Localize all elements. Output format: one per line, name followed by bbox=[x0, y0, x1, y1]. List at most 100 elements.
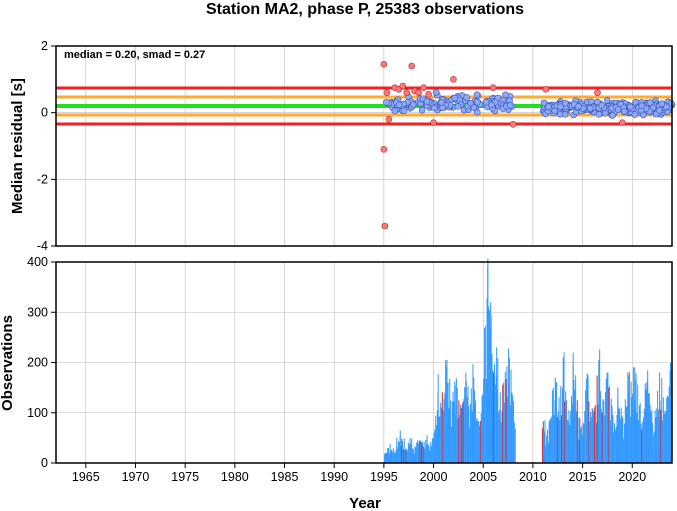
observation-bar bbox=[543, 431, 545, 463]
observation-bar bbox=[610, 398, 612, 463]
residual-point bbox=[595, 110, 603, 118]
observation-peak-bar bbox=[418, 440, 420, 463]
residual-outlier-point bbox=[403, 89, 411, 96]
year-x-ticks: 1965 1970 1975 1980 1985 1990 1995 2000 2005 2010… bbox=[72, 463, 646, 484]
observation-bar bbox=[506, 366, 508, 463]
observation-bar bbox=[453, 401, 455, 463]
observation-bar bbox=[511, 392, 513, 463]
observation-bar bbox=[392, 452, 394, 463]
observation-peak-bar bbox=[446, 359, 448, 463]
observation-bar bbox=[596, 375, 598, 463]
residual-outlier-point bbox=[399, 82, 407, 90]
residual-point bbox=[562, 99, 569, 107]
observation-bar bbox=[428, 446, 430, 463]
observation-bar bbox=[553, 415, 555, 463]
observation-peak-bar bbox=[503, 382, 505, 463]
observation-bar bbox=[580, 428, 582, 463]
observation-bar bbox=[427, 443, 429, 463]
observation-bar bbox=[662, 420, 664, 463]
observation-bar bbox=[609, 386, 611, 463]
observation-bar bbox=[435, 415, 437, 463]
observations-y-tick-label: 400 bbox=[27, 255, 48, 269]
observation-bar bbox=[621, 415, 623, 463]
observation-peak-bar bbox=[508, 348, 510, 463]
observation-bar bbox=[400, 446, 402, 463]
observation-bar bbox=[483, 378, 485, 463]
observation-bar bbox=[650, 412, 652, 463]
observation-bar bbox=[600, 408, 602, 463]
observation-bar bbox=[642, 421, 644, 463]
observation-bar bbox=[559, 419, 561, 463]
observation-peak-bar bbox=[554, 377, 556, 463]
residual-point bbox=[423, 98, 431, 105]
observation-bar bbox=[429, 450, 431, 463]
observation-bar bbox=[464, 386, 466, 463]
residual-point bbox=[395, 101, 403, 109]
observation-bar bbox=[605, 378, 607, 463]
observation-bar bbox=[402, 441, 404, 463]
observation-bar bbox=[566, 400, 568, 463]
observation-bar bbox=[623, 423, 625, 463]
residual-outlier-point bbox=[450, 76, 457, 83]
observation-bar bbox=[601, 412, 603, 463]
observation-bar bbox=[488, 306, 490, 463]
observation-bar bbox=[395, 450, 397, 463]
observation-bar bbox=[651, 409, 653, 463]
observation-bar bbox=[419, 441, 421, 463]
observation-bar bbox=[643, 416, 645, 463]
observation-peak-bar bbox=[562, 357, 564, 463]
observation-bar bbox=[421, 442, 423, 463]
observation-bar bbox=[471, 411, 473, 463]
observation-bar bbox=[665, 411, 667, 463]
observation-bar bbox=[577, 417, 579, 463]
observations-y-ticks: 0 100 200 300 400 bbox=[27, 255, 56, 470]
observation-bar bbox=[493, 364, 495, 463]
observation-bar bbox=[583, 423, 585, 463]
observation-peak-bar bbox=[659, 372, 661, 463]
observation-peak-bar bbox=[598, 362, 600, 463]
observation-bar bbox=[385, 452, 387, 463]
observation-bar bbox=[616, 414, 618, 463]
observation-bar bbox=[661, 378, 663, 463]
observation-bar bbox=[657, 409, 659, 463]
observation-bar bbox=[468, 406, 470, 463]
observation-peak-bar bbox=[513, 457, 515, 463]
observation-bar bbox=[460, 404, 462, 463]
observation-bar bbox=[447, 382, 449, 463]
year-tick-label: 1975 bbox=[171, 470, 199, 484]
observation-bar bbox=[452, 391, 454, 463]
observation-bar bbox=[492, 370, 494, 463]
observation-bar bbox=[652, 435, 654, 463]
year-tick-label: 1970 bbox=[122, 470, 150, 484]
observation-bar bbox=[450, 400, 452, 463]
observation-bar bbox=[662, 397, 664, 463]
observation-bar bbox=[391, 449, 393, 463]
observation-bar bbox=[476, 417, 478, 463]
observation-bar bbox=[615, 426, 617, 463]
observation-bar bbox=[647, 393, 649, 463]
observation-bar bbox=[629, 416, 631, 463]
observation-bar bbox=[599, 349, 601, 463]
observation-bar bbox=[449, 378, 451, 463]
observation-peak-bar bbox=[670, 362, 672, 463]
observation-bar bbox=[566, 419, 568, 463]
observation-bar bbox=[628, 371, 630, 463]
observation-bar bbox=[416, 440, 418, 463]
observation-peak-bar bbox=[647, 380, 649, 463]
observation-bar bbox=[636, 412, 638, 463]
observation-bar bbox=[420, 440, 422, 463]
observation-bar bbox=[477, 421, 479, 463]
observation-bar bbox=[503, 402, 505, 463]
observation-bar bbox=[498, 409, 500, 463]
observation-bar bbox=[408, 444, 410, 463]
observation-bar bbox=[394, 452, 396, 463]
observation-bar bbox=[388, 453, 390, 463]
year-tick-label: 2010 bbox=[519, 470, 547, 484]
observation-bar bbox=[484, 327, 486, 463]
observation-bar bbox=[431, 437, 433, 463]
observation-bar bbox=[595, 405, 596, 463]
observation-bar bbox=[397, 447, 399, 463]
residual-outlier-point bbox=[408, 62, 415, 70]
observation-bar bbox=[542, 428, 544, 463]
